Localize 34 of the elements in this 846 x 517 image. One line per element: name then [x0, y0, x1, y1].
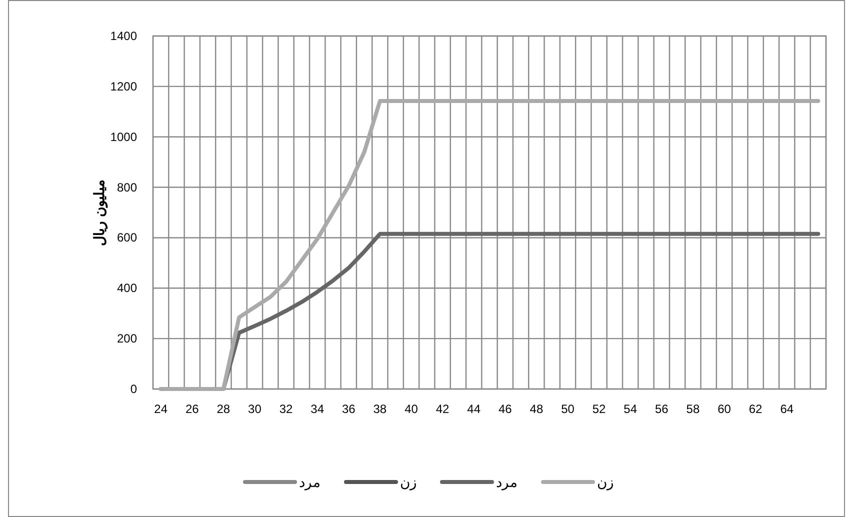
y-tick-label: 600	[116, 230, 138, 245]
x-tick-label: 44	[467, 402, 481, 416]
x-tick-label: 58	[686, 402, 700, 416]
x-tick-label: 62	[748, 402, 763, 416]
y-tick-label: 0	[130, 382, 138, 396]
y-tick-label: 400	[116, 281, 138, 296]
x-tick-label: 54	[624, 402, 638, 416]
x-tick-label: 60	[718, 402, 732, 416]
x-tick-label: 34	[310, 402, 324, 416]
legend-label: زن	[597, 474, 614, 491]
x-tick-label: 38	[373, 402, 387, 416]
x-tick-label: 64	[780, 402, 794, 416]
x-tick-label: 42	[436, 402, 450, 416]
y-axis-title: میلیون ریال	[91, 179, 108, 246]
x-tick-label: 56	[654, 402, 669, 416]
legend-label: مرد	[299, 474, 321, 491]
x-tick-label: 48	[530, 402, 544, 416]
y-tick-label: 200	[116, 332, 138, 346]
x-tick-label: 30	[248, 402, 262, 416]
x-tick-label: 32	[279, 402, 294, 416]
x-tick-label: 28	[216, 402, 230, 416]
x-tick-label: 24	[154, 402, 168, 416]
y-tick-label: 800	[116, 180, 138, 194]
x-tick-label: 26	[185, 402, 200, 416]
x-tick-label: 40	[404, 402, 418, 416]
y-tick-label: 1000	[110, 130, 138, 144]
x-tick-label: 36	[342, 402, 356, 416]
x-tick-label: 46	[498, 402, 512, 416]
y-tick-label: 1400	[110, 29, 138, 43]
x-tick-label: 52	[592, 402, 606, 416]
x-tick-label: 50	[561, 402, 575, 416]
y-tick-label: 1200	[110, 79, 138, 94]
legend-label: مرد	[496, 474, 518, 491]
legend-label: زن	[400, 474, 417, 491]
